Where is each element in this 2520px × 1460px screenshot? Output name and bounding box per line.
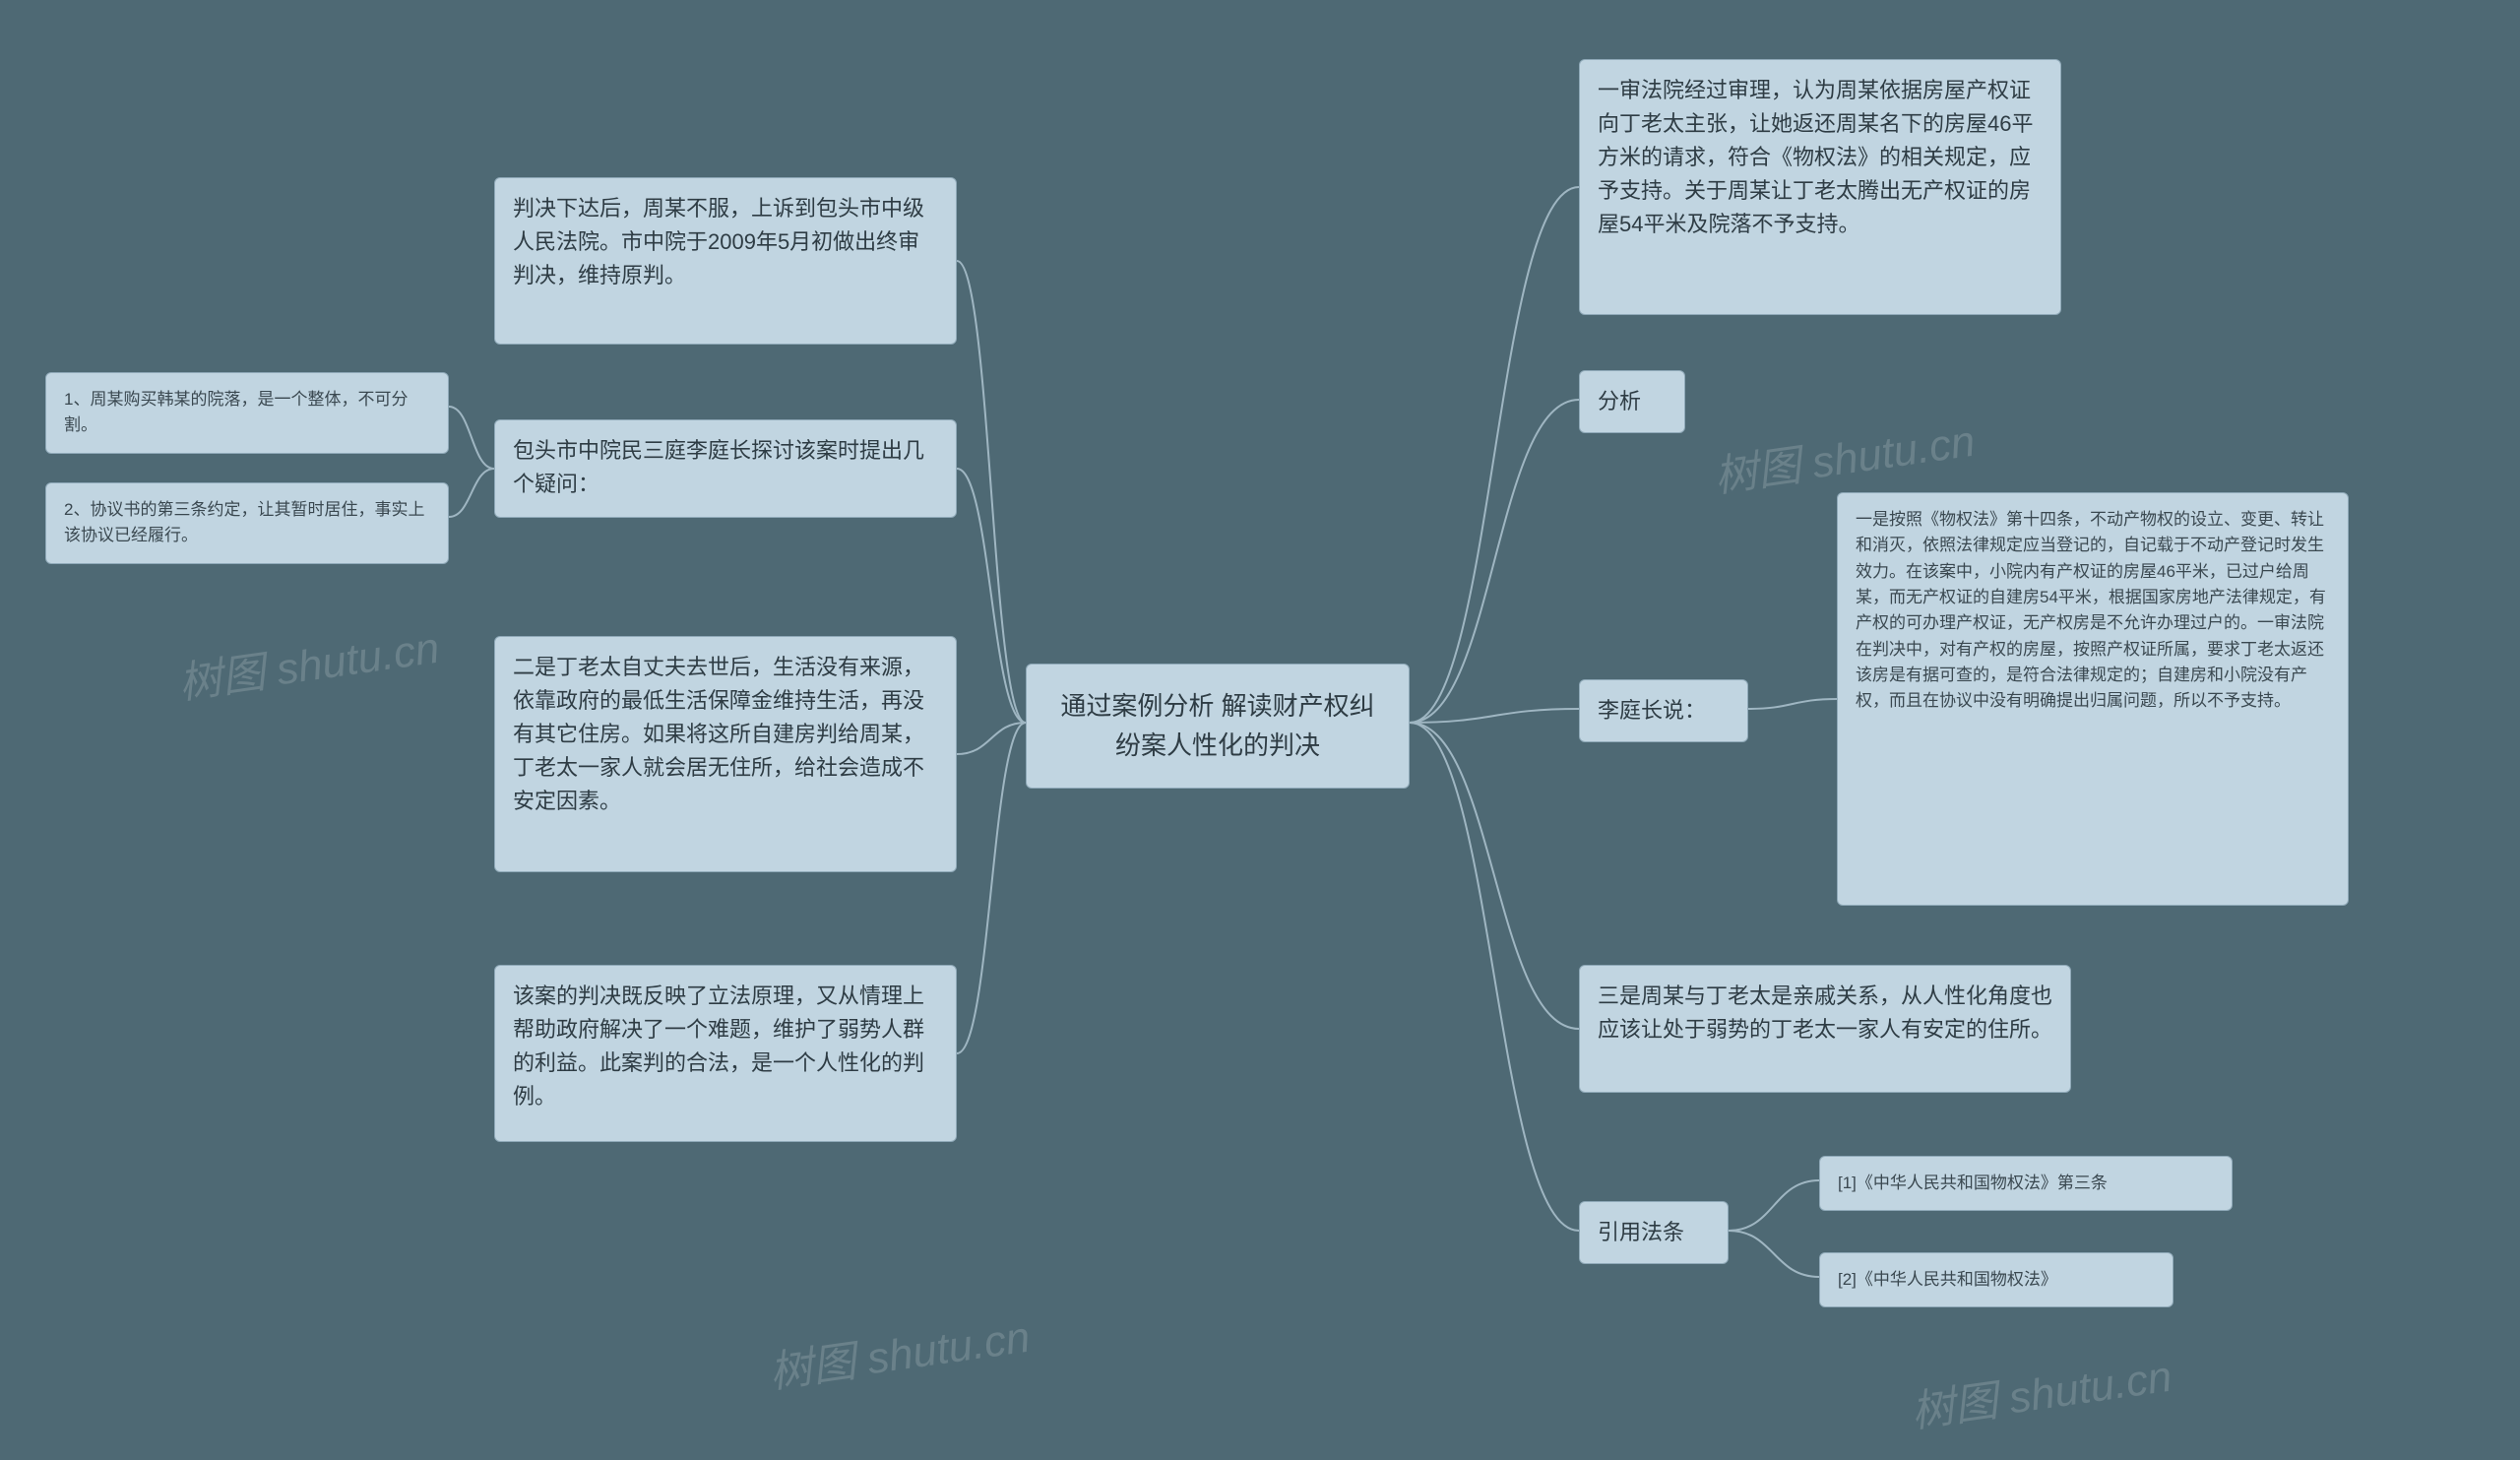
watermark: 树图 shutu.cn (765, 1301, 1034, 1400)
node-r5a-text: [1]《中华人民共和国物权法》第三条 (1838, 1174, 2108, 1192)
node-r1-text: 一审法院经过审理，认为周某依据房屋产权证向丁老太主张，让她返还周某名下的房屋46… (1598, 78, 2033, 236)
node-l3[interactable]: 二是丁老太自丈夫去世后，生活没有来源，依靠政府的最低生活保障金维持生活，再没有其… (494, 636, 957, 872)
node-r3[interactable]: 李庭长说： (1579, 679, 1748, 742)
node-l2b-text: 2、协议书的第三条约定，让其暂时居住，事实上该协议已经履行。 (64, 500, 424, 544)
node-r3a-text: 一是按照《物权法》第十四条，不动产物权的设立、变更、转让和消灭，依照法律规定应当… (1856, 510, 2326, 710)
node-l4-text: 该案的判决既反映了立法原理，又从情理上帮助政府解决了一个难题，维护了弱势人群的利… (513, 984, 924, 1109)
node-r4-text: 三是周某与丁老太是亲戚关系，从人性化角度也应该让处于弱势的丁老太一家人有安定的住… (1598, 984, 2052, 1042)
watermark: 树图 shutu.cn (174, 612, 443, 711)
watermark: 树图 shutu.cn (1710, 406, 1979, 504)
node-r3-text: 李庭长说： (1598, 698, 1706, 723)
mindmap-root[interactable]: 通过案例分析 解读财产权纠纷案人性化的判决 (1026, 664, 1410, 789)
node-r2[interactable]: 分析 (1579, 370, 1685, 433)
node-l2b[interactable]: 2、协议书的第三条约定，让其暂时居住，事实上该协议已经履行。 (45, 482, 449, 564)
node-r3a[interactable]: 一是按照《物权法》第十四条，不动产物权的设立、变更、转让和消灭，依照法律规定应当… (1837, 492, 2349, 906)
node-r5b[interactable]: [2]《中华人民共和国物权法》 (1819, 1252, 2174, 1307)
node-l2-text: 包头市中院民三庭李庭长探讨该案时提出几个疑问： (513, 438, 924, 496)
node-l3-text: 二是丁老太自丈夫去世后，生活没有来源，依靠政府的最低生活保障金维持生活，再没有其… (513, 655, 924, 813)
root-text: 通过案例分析 解读财产权纠纷案人性化的判决 (1060, 691, 1374, 760)
node-l1-text: 判决下达后，周某不服，上诉到包头市中级人民法院。市中院于2009年5月初做出终审… (513, 196, 924, 287)
node-l1[interactable]: 判决下达后，周某不服，上诉到包头市中级人民法院。市中院于2009年5月初做出终审… (494, 177, 957, 345)
watermark: 树图 shutu.cn (1907, 1341, 2175, 1439)
node-r5a[interactable]: [1]《中华人民共和国物权法》第三条 (1819, 1156, 2233, 1211)
node-r5-text: 引用法条 (1598, 1220, 1684, 1244)
node-r1[interactable]: 一审法院经过审理，认为周某依据房屋产权证向丁老太主张，让她返还周某名下的房屋46… (1579, 59, 2061, 315)
node-l2a-text: 1、周某购买韩某的院落，是一个整体，不可分割。 (64, 390, 408, 434)
node-r5b-text: [2]《中华人民共和国物权法》 (1838, 1270, 2057, 1289)
node-r5[interactable]: 引用法条 (1579, 1201, 1729, 1264)
node-l4[interactable]: 该案的判决既反映了立法原理，又从情理上帮助政府解决了一个难题，维护了弱势人群的利… (494, 965, 957, 1142)
node-l2a[interactable]: 1、周某购买韩某的院落，是一个整体，不可分割。 (45, 372, 449, 454)
node-l2[interactable]: 包头市中院民三庭李庭长探讨该案时提出几个疑问： (494, 419, 957, 518)
node-r4[interactable]: 三是周某与丁老太是亲戚关系，从人性化角度也应该让处于弱势的丁老太一家人有安定的住… (1579, 965, 2071, 1093)
node-r2-text: 分析 (1598, 389, 1641, 413)
